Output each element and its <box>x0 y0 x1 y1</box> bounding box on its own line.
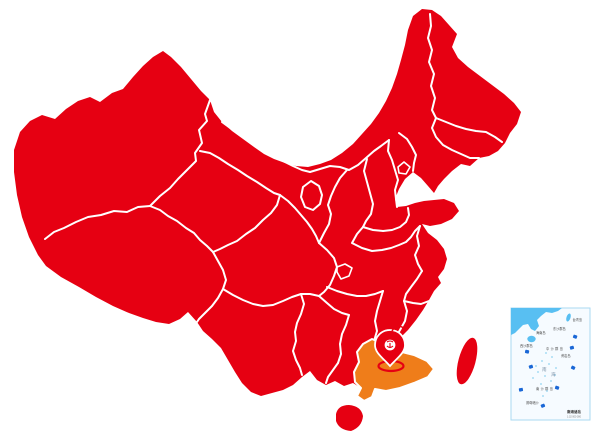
island-marker <box>524 349 530 354</box>
inset-coast-land <box>511 308 562 335</box>
island-marker <box>528 364 534 369</box>
inset-labels: 台湾岛 东沙群岛 海南岛 西沙群岛 中沙群岛 黄岩岛 南 海 南沙群岛 曾母暗沙… <box>520 317 582 419</box>
inset-scale: 1:32 000 000 <box>567 416 582 419</box>
hainan-island[interactable] <box>336 405 363 431</box>
island-marker <box>540 403 546 408</box>
inset-label-taiwan: 台湾岛 <box>573 317 583 322</box>
inset-label-hainan: 海南岛 <box>536 330 546 335</box>
inset-label-zhongsha: 中沙群岛 <box>546 346 564 351</box>
inset-label-xisha: 西沙群岛 <box>520 343 533 348</box>
inset-reefs <box>532 352 557 397</box>
inset-label-sea-nan: 南 <box>542 366 548 372</box>
inset-label-nansha: 南沙群岛 <box>536 386 554 391</box>
inset-islands <box>518 334 578 408</box>
island-marker <box>518 387 524 392</box>
island-marker <box>570 365 576 370</box>
island-marker <box>569 345 575 350</box>
island-marker <box>554 385 560 390</box>
pin-tail-curl <box>391 325 405 333</box>
mainland-shape[interactable] <box>14 9 521 401</box>
pin-inner-glyph <box>386 340 394 349</box>
inset-label-sea-hai: 海 <box>551 371 557 378</box>
inset-frame <box>510 307 591 421</box>
taiwan-island[interactable] <box>453 336 482 387</box>
inset-label-huangyan: 黄岩岛 <box>561 353 571 358</box>
inset-hainan-island <box>527 335 536 343</box>
inset-title: 南海诸岛 <box>567 409 581 414</box>
inset-taiwan-island <box>566 313 571 322</box>
island-marker <box>572 334 578 339</box>
inset-label-zengmu: 曾母暗沙 <box>526 400 540 405</box>
location-pin[interactable] <box>374 325 406 373</box>
inset-label-dongsha: 东沙群岛 <box>553 326 566 331</box>
mainland-china[interactable] <box>14 9 521 402</box>
south-china-sea-inset: 台湾岛 东沙群岛 海南岛 西沙群岛 中沙群岛 黄岩岛 南 海 南沙群岛 曾母暗沙… <box>510 307 591 421</box>
